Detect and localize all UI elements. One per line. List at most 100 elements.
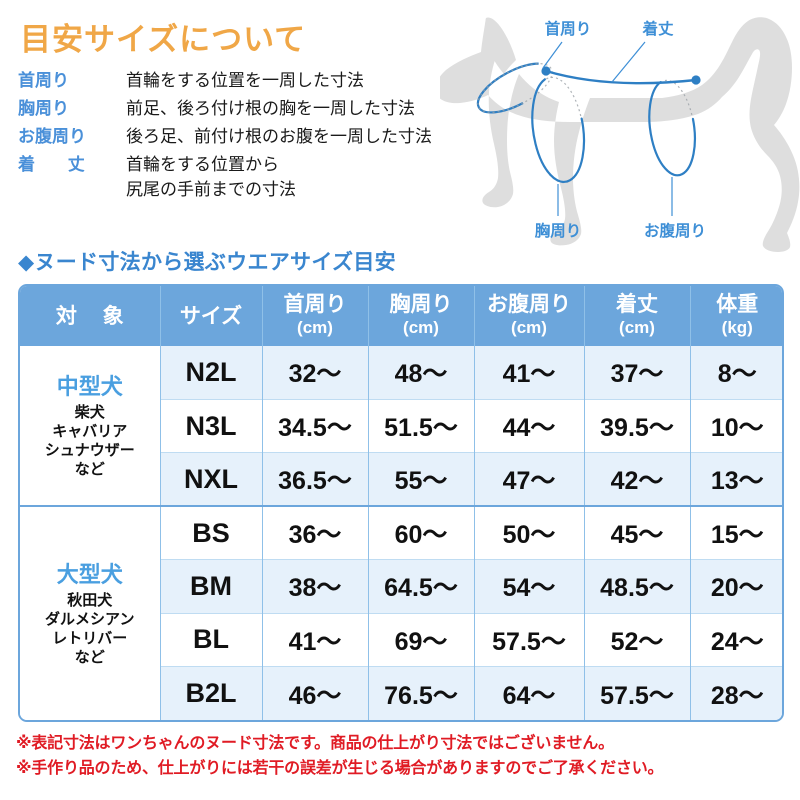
page-title: 目安サイズについて	[20, 22, 307, 57]
column-header-belly: お腹周り (cm)	[474, 286, 585, 346]
category-breeds-medium: 柴犬 キャバリア シュナウザー など	[24, 403, 156, 479]
neck-leader-line	[542, 41, 563, 69]
size-table: 対 象 サイズ 首周り (cm) 胸周り (cm) お腹周り (cm)	[20, 286, 782, 720]
definition-term-neck: 首周り	[18, 71, 69, 90]
column-header-chest-label: 胸周り	[389, 293, 453, 316]
definition-row-neck: 首周り 首輪をする位置を一周した寸法	[18, 68, 488, 93]
definition-term-length: 着 丈	[18, 155, 99, 174]
table-row: B2L 46〜 76.5〜 64〜 57.5〜 28〜	[20, 666, 782, 720]
definition-desc-chest: 前足、後ろ付け根の胸を一周した寸法	[126, 96, 415, 121]
cell-size: N2L	[160, 346, 263, 400]
column-header-neck: 首周り (cm)	[262, 286, 369, 346]
cell-chest: 76.5〜	[368, 666, 475, 720]
category-breeds-large: 秋田犬 ダルメシアン レトリバー など	[24, 591, 156, 667]
definition-desc-belly: 後ろ足、前付け根のお腹を一周した寸法	[126, 124, 432, 149]
column-header-weight: 体重 (kg)	[690, 286, 782, 346]
cell-weight: 13〜	[690, 452, 782, 507]
diagram-label-chest: 胸周り	[535, 221, 582, 240]
category-title-large: 大型犬	[56, 561, 123, 587]
column-header-chest: 胸周り (cm)	[368, 286, 475, 346]
column-header-neck-unit: (cm)	[297, 318, 333, 337]
cell-chest: 60〜	[368, 505, 475, 560]
cell-weight: 28〜	[690, 666, 782, 720]
category-title-medium: 中型犬	[56, 373, 123, 399]
cell-size: NXL	[160, 452, 263, 507]
column-header-belly-label: お腹周り	[487, 293, 571, 316]
footer-notes: ※表記寸法はワンちゃんのヌード寸法です。商品の仕上がり寸法ではございません。 ※…	[16, 731, 796, 781]
cell-chest: 69〜	[368, 612, 475, 667]
cell-neck: 32〜	[262, 346, 369, 400]
cell-chest: 55〜	[368, 452, 475, 507]
definition-desc-chest-line1: 前足、後ろ付け根の胸を一周した寸法	[126, 99, 415, 118]
definition-row-length: 着 丈 首輪をする位置から 尻尾の手前までの寸法	[18, 152, 488, 202]
cell-length: 42〜	[584, 452, 691, 507]
measurement-definitions: 首周り 首輪をする位置を一周した寸法 胸周り 前足、後ろ付け根の胸を一周した寸法…	[18, 68, 488, 205]
cell-belly: 50〜	[474, 505, 585, 560]
cell-belly: 41〜	[474, 346, 585, 400]
cell-belly: 57.5〜	[474, 612, 585, 667]
breed-item: など	[74, 460, 105, 478]
definition-row-chest: 胸周り 前足、後ろ付け根の胸を一周した寸法	[18, 96, 488, 121]
size-table-head: 対 象 サイズ 首周り (cm) 胸周り (cm) お腹周り (cm)	[20, 286, 782, 346]
definition-desc-belly-line1: 後ろ足、前付け根のお腹を一周した寸法	[126, 127, 432, 146]
cell-size: BM	[160, 559, 263, 614]
cell-chest: 64.5〜	[368, 559, 475, 614]
cell-length: 39.5〜	[584, 398, 691, 453]
cell-size: B2L	[160, 666, 263, 720]
cell-size: N3L	[160, 398, 263, 453]
definition-desc-length-line2: 尻尾の手前までの寸法	[126, 180, 296, 199]
column-header-length: 着丈 (cm)	[584, 286, 691, 346]
definition-desc-length-line1: 首輪をする位置から	[126, 155, 279, 174]
dog-silhouette-icon	[440, 17, 800, 252]
breed-item: 秋田犬	[67, 591, 113, 609]
column-header-length-label: 着丈	[616, 293, 658, 316]
column-header-weight-unit: (kg)	[721, 318, 753, 337]
diagram-label-belly: お腹周り	[644, 221, 706, 240]
size-table-container: 対 象 サイズ 首周り (cm) 胸周り (cm) お腹周り (cm)	[18, 284, 784, 722]
footer-note-1: ※表記寸法はワンちゃんのヌード寸法です。商品の仕上がり寸法ではございません。	[16, 735, 614, 752]
breed-item: ダルメシアン	[45, 610, 135, 628]
table-row: BL 41〜 69〜 57.5〜 52〜 24〜	[20, 612, 782, 667]
definition-desc-neck: 首輪をする位置を一周した寸法	[126, 68, 364, 93]
cell-weight: 20〜	[690, 559, 782, 614]
breed-item: 柴犬	[74, 403, 105, 421]
belly-measure-ellipse	[648, 79, 696, 177]
category-cell-medium: 中型犬 柴犬 キャバリア シュナウザー など	[20, 346, 161, 507]
cell-neck: 36.5〜	[262, 452, 369, 507]
column-header-chest-unit: (cm)	[403, 318, 439, 337]
size-table-header-row: 対 象 サイズ 首周り (cm) 胸周り (cm) お腹周り (cm)	[20, 286, 782, 346]
column-header-target: 対 象	[20, 286, 161, 346]
cell-neck: 38〜	[262, 559, 369, 614]
cell-size: BS	[160, 505, 263, 560]
length-measure-line	[541, 66, 701, 85]
cell-weight: 8〜	[690, 346, 782, 400]
cell-length: 37〜	[584, 346, 691, 400]
table-row: 大型犬 秋田犬 ダルメシアン レトリバー など BS 36〜 60〜 50〜 4…	[20, 505, 782, 720]
cell-chest: 48〜	[368, 346, 475, 400]
cell-length: 52〜	[584, 612, 691, 667]
cell-chest: 51.5〜	[368, 398, 475, 453]
cell-belly: 47〜	[474, 452, 585, 507]
size-table-body: 中型犬 柴犬 キャバリア シュナウザー など N2L 32〜 48〜 41〜 3…	[20, 346, 782, 720]
cell-belly: 64〜	[474, 666, 585, 720]
cell-neck: 41〜	[262, 612, 369, 667]
diagram-label-neck: 首周り	[545, 19, 592, 38]
diagram-label-length: 着丈	[641, 19, 674, 38]
footer-note-2: ※手作り品のため、仕上がりには若干の誤差が生じる場合がありますのでご了承ください…	[16, 760, 664, 777]
column-header-length-unit: (cm)	[619, 318, 655, 337]
cell-belly: 54〜	[474, 559, 585, 614]
definition-desc-neck-line1: 首輪をする位置を一周した寸法	[126, 71, 364, 90]
table-row: NXL 36.5〜 55〜 47〜 42〜 13〜	[20, 452, 782, 507]
chest-measure-ellipse	[531, 76, 586, 184]
cell-belly: 44〜	[474, 398, 585, 453]
column-header-size: サイズ	[160, 286, 263, 346]
length-leader-line	[611, 41, 646, 83]
definition-term-chest: 胸周り	[18, 99, 69, 118]
cell-weight: 10〜	[690, 398, 782, 453]
definition-desc-length: 首輪をする位置から 尻尾の手前までの寸法	[126, 152, 296, 202]
breed-item: シュナウザー	[44, 441, 135, 459]
cell-size: BL	[160, 612, 263, 667]
table-row: N3L 34.5〜 51.5〜 44〜 39.5〜 10〜	[20, 398, 782, 453]
column-header-neck-label: 首周り	[283, 293, 347, 316]
